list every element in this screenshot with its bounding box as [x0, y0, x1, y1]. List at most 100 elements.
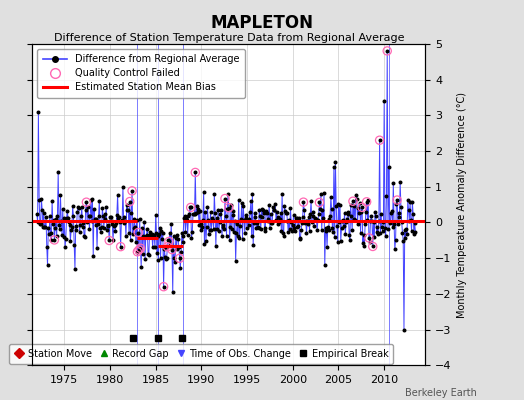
Point [88, 196, 96, 202]
Point [212, 243, 220, 249]
Point [312, 216, 321, 222]
Point [257, 226, 265, 232]
Point [330, 164, 338, 170]
Point [336, 202, 344, 208]
Point [147, 232, 155, 238]
Point [336, 237, 345, 244]
Point [190, 211, 199, 217]
Point [383, 48, 391, 54]
Point [242, 212, 250, 218]
Text: Berkeley Earth: Berkeley Earth [405, 388, 477, 398]
Point [217, 206, 225, 213]
Point [176, 255, 184, 262]
Point [247, 233, 256, 239]
Point [111, 228, 119, 235]
Point [66, 238, 74, 244]
Point [83, 218, 91, 225]
Point [263, 210, 271, 216]
Point [69, 213, 78, 219]
Point [335, 219, 343, 225]
Point [188, 229, 196, 236]
Point [97, 224, 106, 231]
Point [78, 204, 86, 210]
Point [308, 219, 316, 225]
Point [375, 137, 384, 144]
Point [365, 235, 373, 241]
Point [311, 217, 320, 224]
Point [274, 213, 282, 220]
Point [221, 195, 229, 202]
Point [166, 242, 174, 249]
Point [297, 226, 305, 233]
Point [402, 226, 410, 232]
Point [246, 209, 254, 216]
Point [232, 230, 241, 237]
Point [411, 228, 420, 235]
Text: MAPLETON: MAPLETON [211, 14, 313, 32]
Point [61, 244, 69, 250]
Point [191, 169, 200, 176]
Point [227, 226, 236, 233]
Point [170, 255, 179, 262]
Point [71, 266, 79, 272]
Point [168, 246, 176, 253]
Point [117, 218, 126, 224]
Point [98, 205, 106, 211]
Point [62, 215, 71, 221]
Point [56, 226, 64, 232]
Point [369, 218, 378, 225]
Point [326, 194, 335, 200]
Point [310, 222, 318, 229]
Point [324, 224, 332, 230]
Point [407, 216, 415, 223]
Point [339, 217, 347, 223]
Point [292, 214, 301, 221]
Legend: Station Move, Record Gap, Time of Obs. Change, Empirical Break: Station Move, Record Gap, Time of Obs. C… [9, 344, 393, 364]
Point [388, 224, 397, 230]
Point [300, 207, 309, 213]
Point [391, 236, 400, 243]
Point [233, 220, 242, 227]
Point [156, 225, 164, 232]
Point [357, 209, 366, 215]
Point [145, 252, 153, 258]
Point [344, 208, 353, 215]
Point [216, 211, 225, 218]
Point [176, 265, 184, 272]
Point [265, 202, 274, 208]
Point [346, 202, 355, 208]
Point [352, 192, 360, 198]
Point [154, 232, 162, 239]
Point [319, 215, 328, 222]
Point [81, 206, 90, 213]
Point [304, 213, 313, 220]
Point [379, 219, 388, 225]
Point [119, 184, 127, 190]
Point [205, 231, 213, 237]
Point [349, 198, 357, 204]
Point [212, 215, 221, 222]
Point [269, 207, 278, 214]
Point [87, 196, 95, 203]
Point [332, 203, 341, 209]
Point [248, 191, 257, 197]
Point [371, 209, 379, 216]
Point [236, 223, 244, 229]
Point [190, 211, 198, 217]
Point [343, 211, 352, 217]
Point [245, 216, 254, 222]
Point [264, 216, 272, 222]
Point [127, 210, 136, 216]
Point [235, 235, 244, 242]
Point [94, 220, 102, 227]
Point [321, 262, 329, 268]
Point [228, 212, 237, 218]
Point [408, 198, 417, 205]
Point [204, 216, 212, 223]
Point [334, 200, 343, 207]
Point [405, 218, 413, 224]
Point [304, 221, 312, 228]
Point [259, 207, 267, 214]
Point [59, 234, 68, 240]
Point [136, 245, 145, 252]
